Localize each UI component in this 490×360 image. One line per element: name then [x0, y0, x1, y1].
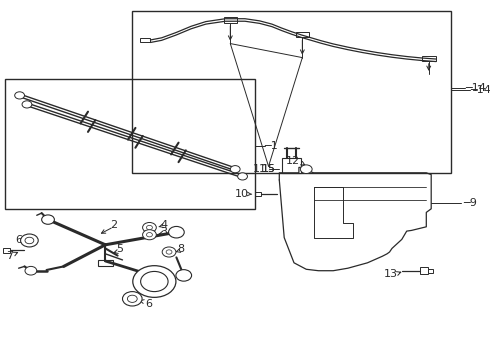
- Text: 7: 7: [6, 251, 13, 261]
- Text: ─1: ─1: [265, 141, 278, 151]
- Circle shape: [141, 271, 168, 292]
- Circle shape: [25, 237, 34, 244]
- Bar: [422, 56, 436, 61]
- Bar: [420, 267, 428, 274]
- Text: 15: 15: [262, 164, 275, 174]
- Text: 11: 11: [253, 164, 267, 174]
- Bar: [224, 17, 237, 23]
- Circle shape: [147, 233, 152, 237]
- Circle shape: [15, 92, 24, 99]
- Text: 12: 12: [286, 156, 299, 166]
- Text: ─14: ─14: [466, 83, 487, 93]
- Circle shape: [22, 101, 32, 108]
- Circle shape: [25, 266, 37, 275]
- Circle shape: [238, 173, 247, 180]
- Text: 4: 4: [161, 220, 168, 230]
- Circle shape: [147, 225, 152, 230]
- Circle shape: [176, 270, 192, 281]
- Text: 2: 2: [110, 220, 117, 230]
- Circle shape: [42, 215, 54, 224]
- Circle shape: [143, 230, 156, 240]
- Bar: [255, 192, 261, 196]
- Text: 15: 15: [262, 164, 275, 174]
- Bar: [296, 32, 309, 37]
- Text: 3: 3: [161, 227, 168, 237]
- Text: 10: 10: [235, 189, 249, 199]
- Text: ─9: ─9: [463, 198, 477, 208]
- Bar: [5, 79, 255, 209]
- Text: 6: 6: [15, 235, 22, 246]
- Bar: [98, 260, 113, 266]
- Bar: [282, 158, 301, 173]
- Circle shape: [169, 226, 184, 238]
- Bar: [428, 269, 433, 273]
- Circle shape: [300, 165, 312, 174]
- Circle shape: [143, 222, 156, 233]
- Circle shape: [230, 166, 240, 173]
- Text: ─14: ─14: [470, 85, 490, 95]
- Circle shape: [162, 247, 176, 257]
- Circle shape: [166, 250, 172, 254]
- Circle shape: [133, 266, 176, 297]
- Text: 6: 6: [145, 299, 152, 309]
- Circle shape: [122, 292, 142, 306]
- Text: 13: 13: [384, 269, 398, 279]
- Text: 8: 8: [178, 244, 185, 255]
- Bar: [132, 11, 451, 173]
- Text: 5: 5: [117, 244, 123, 254]
- Bar: [3, 248, 10, 253]
- Circle shape: [21, 234, 38, 247]
- Bar: [140, 38, 150, 42]
- Circle shape: [127, 295, 137, 302]
